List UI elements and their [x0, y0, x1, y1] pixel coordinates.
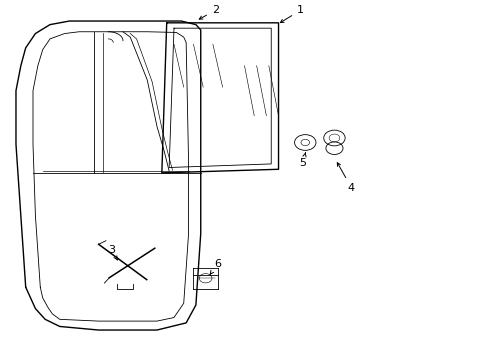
Text: 5: 5	[299, 152, 305, 168]
Text: 1: 1	[280, 5, 304, 23]
Text: 4: 4	[337, 163, 354, 193]
Text: 2: 2	[199, 5, 219, 19]
Text: 6: 6	[210, 259, 221, 274]
Text: 3: 3	[107, 245, 117, 260]
